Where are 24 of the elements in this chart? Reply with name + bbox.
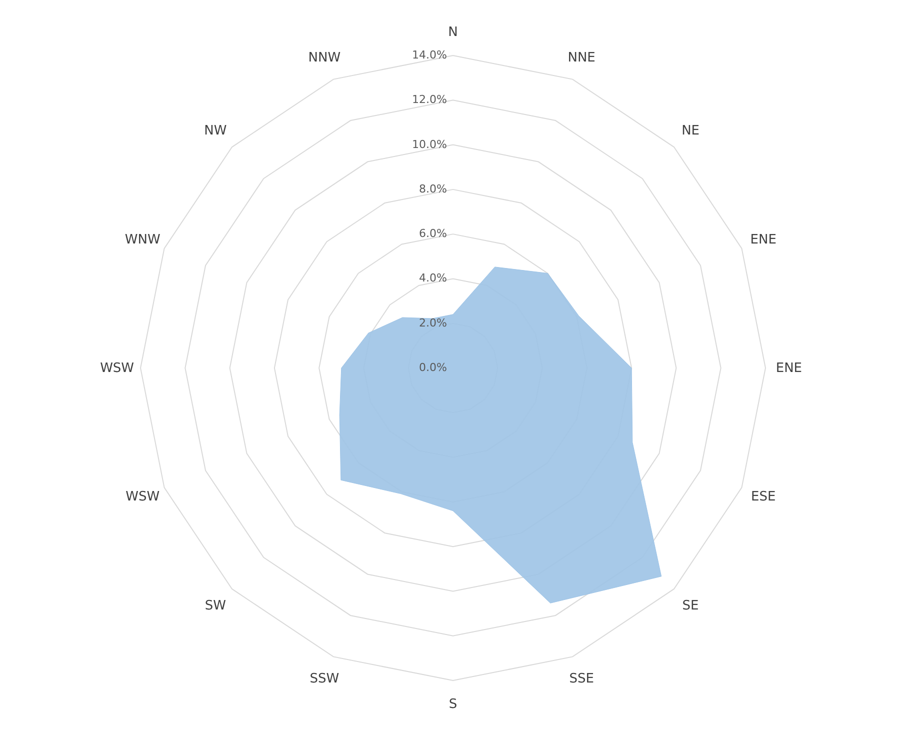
spoke-label: NNW xyxy=(308,50,341,66)
y-tick-label: 14.0% xyxy=(412,48,447,62)
y-tick-label: 6.0% xyxy=(419,227,447,240)
spoke-label: SSW xyxy=(310,671,340,686)
spoke-label: WSW xyxy=(100,361,134,376)
spoke-label: S xyxy=(448,696,458,712)
y-tick-label: 10.0% xyxy=(412,138,447,151)
spoke-label: SW xyxy=(204,598,226,614)
y-tick-label: 0.0% xyxy=(419,361,447,374)
spoke-label: NE xyxy=(682,123,700,138)
spoke-label: ENE xyxy=(750,232,776,248)
y-tick-label: 8.0% xyxy=(419,182,447,196)
spoke-label: N xyxy=(448,25,458,40)
spoke-label: NNE xyxy=(568,50,596,66)
spoke-label: WSW xyxy=(126,490,160,505)
spoke-label: ENE xyxy=(776,361,802,376)
y-tick-label: 12.0% xyxy=(412,93,447,106)
y-tick-label: 4.0% xyxy=(419,272,447,285)
y-tick-label: 2.0% xyxy=(419,316,447,330)
spoke-label: SE xyxy=(682,598,699,614)
spoke-label: NW xyxy=(204,123,227,138)
spoke-label: ESE xyxy=(751,490,776,505)
spoke-label: SSE xyxy=(569,671,594,686)
spoke-label: WNW xyxy=(124,232,160,248)
